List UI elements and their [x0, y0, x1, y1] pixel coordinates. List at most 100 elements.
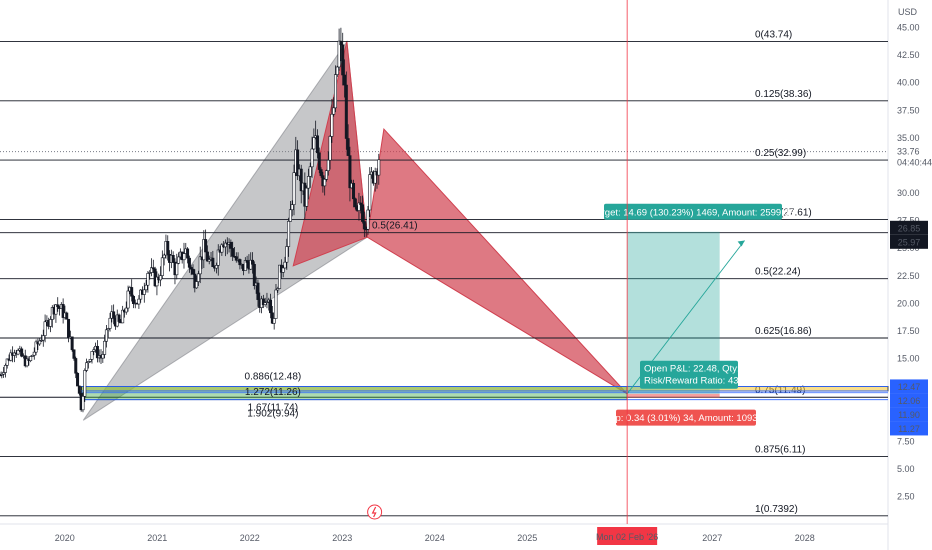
price-candle-body — [288, 209, 292, 222]
price-candle-body — [274, 289, 278, 319]
price-candle-body — [214, 265, 218, 269]
price-candle-body — [32, 351, 36, 356]
price-candle-body — [175, 262, 179, 276]
price-candle-body — [368, 174, 372, 211]
price-candle-body — [61, 304, 65, 318]
fib-level-label: 0.375(27.61) — [755, 207, 812, 218]
fib-level-label: 1(0.7392) — [755, 504, 798, 515]
price-candle-body — [238, 259, 242, 266]
current-price-tag — [890, 142, 932, 169]
price-candle-body — [333, 74, 337, 109]
fib-level-label: 0.875(6.11) — [755, 445, 805, 456]
price-candle-body — [191, 268, 195, 275]
cd-pattern-triangle[interactable] — [366, 127, 628, 395]
projection-arrowhead — [737, 240, 745, 247]
price-candle-body — [283, 261, 287, 269]
price-axis-tick: 2.50 — [897, 491, 915, 501]
price-candle-body — [251, 259, 255, 265]
price-axis-tick: 5.00 — [897, 464, 915, 474]
time-axis-tick: 2028 — [795, 533, 815, 543]
price-candle-body — [67, 318, 71, 339]
price-candle-body — [162, 254, 166, 259]
current-price-value: 33.76 — [897, 147, 920, 157]
price-candle-body — [106, 328, 110, 331]
price-candle-body — [373, 171, 377, 184]
price-candle-body — [0, 374, 2, 377]
fib-level-label: 0.5(22.24) — [755, 267, 801, 278]
price-tag-label: 12.06 — [898, 396, 921, 406]
price-candle-body — [299, 168, 303, 192]
price-axis-tick: 45.00 — [897, 23, 920, 33]
time-axis-tick: 2022 — [240, 533, 260, 543]
price-candle-body — [126, 290, 130, 309]
price-candle-body — [348, 155, 352, 189]
price-candle-body — [245, 260, 249, 263]
price-candle-body — [362, 221, 366, 230]
currency-label: USD — [898, 7, 918, 17]
price-candle-body — [315, 135, 319, 154]
price-candle-body — [148, 272, 152, 274]
price-tag-box — [890, 379, 928, 394]
price-candle-body — [137, 298, 141, 305]
price-candle-body — [312, 137, 316, 150]
price-candle-body — [229, 241, 233, 249]
price-candle-body — [366, 209, 370, 230]
price-axis-tick: 20.00 — [897, 298, 920, 308]
price-candle-body — [292, 172, 296, 205]
price-tag-label: 11.27 — [898, 424, 920, 434]
price-candle-body — [252, 263, 256, 286]
price-tag-label: 26.85 — [898, 223, 921, 233]
price-candle-body — [324, 170, 328, 180]
price-tag-label: 11.90 — [898, 410, 920, 420]
price-candle-body — [177, 256, 181, 264]
stop-zone[interactable] — [627, 393, 720, 398]
prz-ratio-label: 1.272(11.26) — [245, 387, 301, 398]
price-candle-body — [83, 370, 87, 397]
price-candle-body — [155, 276, 159, 287]
price-candle-body — [76, 372, 80, 387]
price-axis-tick: 22.50 — [897, 271, 920, 281]
price-axis-tick: 17.50 — [897, 326, 920, 336]
price-candle-body — [330, 113, 334, 137]
prz-ratio-label: 0.886(12.48) — [245, 371, 302, 382]
price-candle-body — [166, 241, 170, 255]
price-candle-body — [339, 40, 343, 46]
price-candle-body — [270, 312, 274, 324]
price-candle-body — [150, 267, 154, 273]
time-axis-tick: 2025 — [517, 533, 537, 543]
price-candle-body — [305, 187, 309, 207]
price-candle-body — [269, 299, 273, 314]
price-candle-body — [9, 352, 13, 361]
price-candle-body — [243, 260, 247, 271]
price-candle-body — [0, 373, 4, 376]
price-candle-body — [144, 284, 148, 291]
price-candle-body — [142, 289, 146, 295]
price-candle-body — [223, 242, 227, 248]
price-candle-body — [2, 372, 6, 375]
price-candle-body — [130, 287, 134, 297]
price-candle-body — [205, 251, 209, 262]
price-candle-body — [151, 267, 155, 270]
price-candle-body — [361, 204, 365, 222]
price-candle-body — [272, 318, 276, 324]
price-candle-body — [231, 248, 235, 257]
price-candle-body — [187, 257, 191, 268]
open-pnl-text: Open P&L: 22.48, Qty: 100 — [644, 364, 758, 375]
price-candle-body — [20, 348, 24, 357]
price-axis-tick: 42.50 — [897, 50, 920, 60]
price-candle-body — [296, 149, 300, 177]
price-tag-label: 12.47 — [898, 382, 921, 392]
price-candle-body — [85, 362, 89, 371]
fib-level-label: 0.625(16.86) — [755, 326, 812, 337]
price-candle-body — [261, 298, 265, 305]
price-candle-body — [124, 307, 128, 313]
price-candle-body — [104, 329, 108, 342]
price-candle-body — [112, 311, 116, 319]
price-candle-body — [216, 249, 220, 266]
price-axis-tick: 15.00 — [897, 354, 920, 364]
event-marker-icon[interactable] — [367, 504, 383, 520]
price-candle-body — [352, 182, 356, 200]
price-candle-body — [193, 273, 197, 289]
price-candle-body — [195, 281, 199, 289]
